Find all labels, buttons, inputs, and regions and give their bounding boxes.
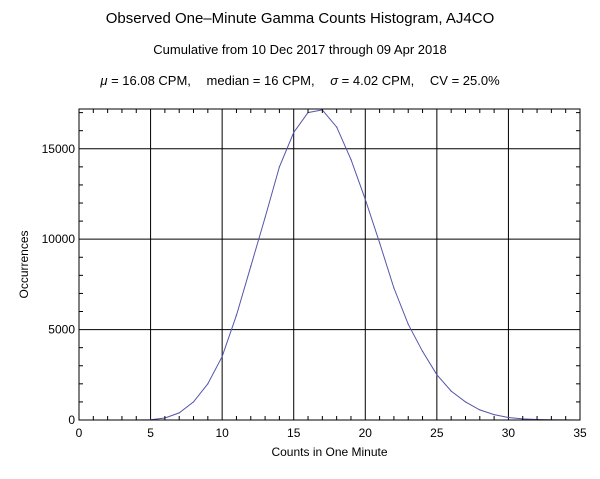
x-tick-label: 35 — [573, 426, 587, 440]
data-point — [493, 413, 495, 416]
data-point — [364, 198, 366, 201]
stat-cv: CV = 25.0% — [429, 73, 500, 88]
data-point — [436, 374, 438, 376]
data-point — [421, 350, 424, 352]
data-point — [379, 242, 381, 244]
data-point — [479, 409, 481, 411]
stat-median: median = 16 CPM, — [206, 73, 315, 88]
data-point — [464, 401, 467, 403]
y-tick-label: 15000 — [42, 142, 76, 156]
data-point — [221, 356, 223, 358]
stat-sigma: σ = 4.02 CPM, — [330, 73, 415, 88]
data-point — [293, 131, 295, 134]
series-layer — [78, 109, 581, 421]
y-axis-label: Occurrences — [17, 230, 31, 298]
data-point — [278, 166, 280, 168]
y-tick-label: 5000 — [48, 323, 75, 337]
x-tick-label: 25 — [430, 426, 444, 440]
data-point — [350, 159, 352, 161]
y-tick-label: 10000 — [42, 232, 76, 246]
grid-layer — [79, 109, 580, 420]
histogram-line — [79, 109, 581, 421]
chart-title: Observed One–Minute Gamma Counts Histogr… — [105, 10, 495, 27]
data-point — [407, 323, 409, 325]
x-axis-label: Counts in One Minute — [271, 445, 387, 459]
x-tick-label: 0 — [76, 426, 83, 440]
plot-frame — [78, 108, 581, 421]
data-point — [235, 314, 238, 316]
data-point — [250, 265, 252, 267]
data-point — [507, 416, 510, 419]
y-tick-label: 0 — [68, 413, 75, 427]
data-point — [192, 401, 195, 403]
data-point — [336, 126, 338, 128]
x-tick-label: 5 — [147, 426, 154, 440]
x-tick-label: 20 — [359, 426, 373, 440]
tick-layer: 0 5 10 15 20 25 30 35 0 5000 10000 15000 — [42, 109, 587, 440]
x-tick-label: 10 — [215, 426, 229, 440]
x-tick-label: 15 — [287, 426, 301, 440]
stat-mean: μ = 16.08 CPM, — [100, 73, 191, 88]
data-point — [178, 412, 180, 414]
chart-stats: μ = 16.08 CPM, median = 16 CPM, σ = 4.02… — [0, 73, 600, 88]
data-point — [450, 390, 452, 392]
data-point — [264, 216, 266, 219]
x-tick-label: 30 — [502, 426, 516, 440]
data-point — [207, 383, 209, 385]
data-point — [393, 287, 395, 289]
chart-subtitle: Cumulative from 10 Dec 2017 through 09 A… — [153, 42, 447, 57]
